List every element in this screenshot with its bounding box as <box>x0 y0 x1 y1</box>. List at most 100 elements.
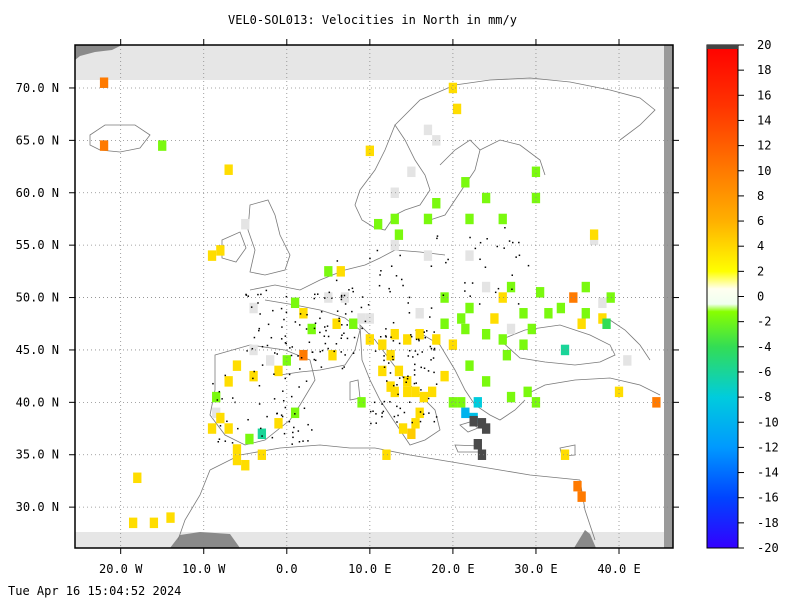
colorbar-tick-label: -8 <box>757 390 771 404</box>
station-marker <box>419 411 422 413</box>
velocity-cell <box>274 365 283 377</box>
nodata-cell <box>390 239 399 251</box>
station-marker <box>299 368 301 370</box>
nodata-cell <box>340 292 350 303</box>
station-marker <box>402 376 405 379</box>
velocity-cell <box>432 334 441 345</box>
velocity-cell <box>133 472 142 484</box>
velocity-cell <box>498 334 507 345</box>
station-marker <box>447 258 449 261</box>
velocity-cell <box>245 433 254 445</box>
velocity-cell <box>241 459 250 471</box>
station-marker <box>428 412 430 414</box>
station-marker <box>340 337 343 340</box>
station-marker <box>231 397 234 399</box>
velocity-cell <box>560 344 570 356</box>
station-marker <box>398 377 401 379</box>
station-marker <box>435 383 438 385</box>
nodata-cell <box>324 292 333 303</box>
station-marker <box>273 373 275 375</box>
nodata-cell <box>407 166 416 178</box>
station-marker <box>348 289 350 291</box>
velocity-cell <box>481 328 491 340</box>
station-marker <box>353 336 356 339</box>
station-marker <box>245 294 248 296</box>
station-marker <box>420 389 422 391</box>
velocity-cell <box>569 292 578 303</box>
velocity-cell <box>440 318 449 329</box>
colorbar-tick-label: 14 <box>757 113 771 127</box>
x-tick-label: 30.0 E <box>514 562 557 576</box>
station-marker <box>464 282 466 284</box>
velocity-cell <box>158 140 167 151</box>
station-marker <box>469 236 471 239</box>
velocity-cell <box>282 355 291 366</box>
station-marker <box>382 410 385 413</box>
station-marker <box>414 363 416 366</box>
velocity-cell <box>407 428 416 440</box>
station-marker <box>469 295 471 297</box>
station-marker <box>247 295 250 297</box>
station-marker <box>340 351 343 353</box>
station-marker <box>478 303 481 305</box>
station-marker <box>258 403 261 405</box>
station-marker <box>433 349 435 351</box>
velocity-cell <box>498 213 507 225</box>
colorbar-tick-label: 20 <box>757 38 771 52</box>
station-marker <box>300 357 303 359</box>
station-marker <box>386 380 388 382</box>
station-marker <box>266 344 269 347</box>
y-tick-label: 30.0 N <box>16 500 59 514</box>
velocity-cell <box>473 397 482 408</box>
velocity-cell <box>448 82 458 94</box>
velocity-cell <box>465 360 474 371</box>
station-marker <box>415 338 418 341</box>
station-marker <box>212 382 214 385</box>
x-tick-label: 40.0 E <box>597 562 640 576</box>
nodata-cell <box>241 218 250 230</box>
station-marker <box>383 359 385 362</box>
station-marker <box>372 410 374 412</box>
station-marker <box>496 245 499 248</box>
station-marker <box>397 414 399 417</box>
velocity-cell <box>423 213 433 225</box>
colorbar-tick-label: -14 <box>757 466 779 480</box>
station-marker <box>298 440 301 443</box>
nodata-cell <box>212 407 221 419</box>
station-marker <box>302 440 304 442</box>
station-marker <box>224 440 227 442</box>
station-marker <box>486 238 488 240</box>
station-marker <box>392 321 395 324</box>
station-marker <box>226 420 228 423</box>
velocity-cell <box>490 313 499 324</box>
station-marker <box>497 287 500 290</box>
station-marker <box>288 420 291 423</box>
station-marker <box>390 265 393 267</box>
y-tick-label: 50.0 N <box>16 291 59 305</box>
station-marker <box>317 293 319 295</box>
station-marker <box>418 339 420 342</box>
station-marker <box>391 355 394 358</box>
station-marker <box>408 349 411 352</box>
velocity-cell <box>207 250 217 261</box>
y-tick-label: 45.0 N <box>16 343 59 357</box>
station-marker <box>364 320 367 323</box>
colorbar-tick-label: -4 <box>757 340 771 354</box>
colorbar-tick-label: 8 <box>757 189 764 203</box>
colorbar-tick-label: 12 <box>757 139 771 153</box>
velocity-cell <box>232 444 242 455</box>
station-marker <box>298 386 300 388</box>
station-marker <box>344 303 347 305</box>
nodata-cell <box>266 355 275 366</box>
station-marker <box>319 331 321 334</box>
station-marker <box>423 331 426 333</box>
station-marker <box>408 296 411 299</box>
plot-area: 20.0 W 10.0 W 0.0 10.0 E 20.0 E 30.0 E 40.0 E 3… <box>16 39 679 576</box>
station-marker <box>369 257 371 260</box>
velocity-cell <box>461 177 470 188</box>
station-marker <box>436 235 439 237</box>
station-marker <box>276 353 278 355</box>
station-marker <box>258 329 260 332</box>
station-marker <box>504 226 506 229</box>
velocity-cell <box>212 391 221 403</box>
